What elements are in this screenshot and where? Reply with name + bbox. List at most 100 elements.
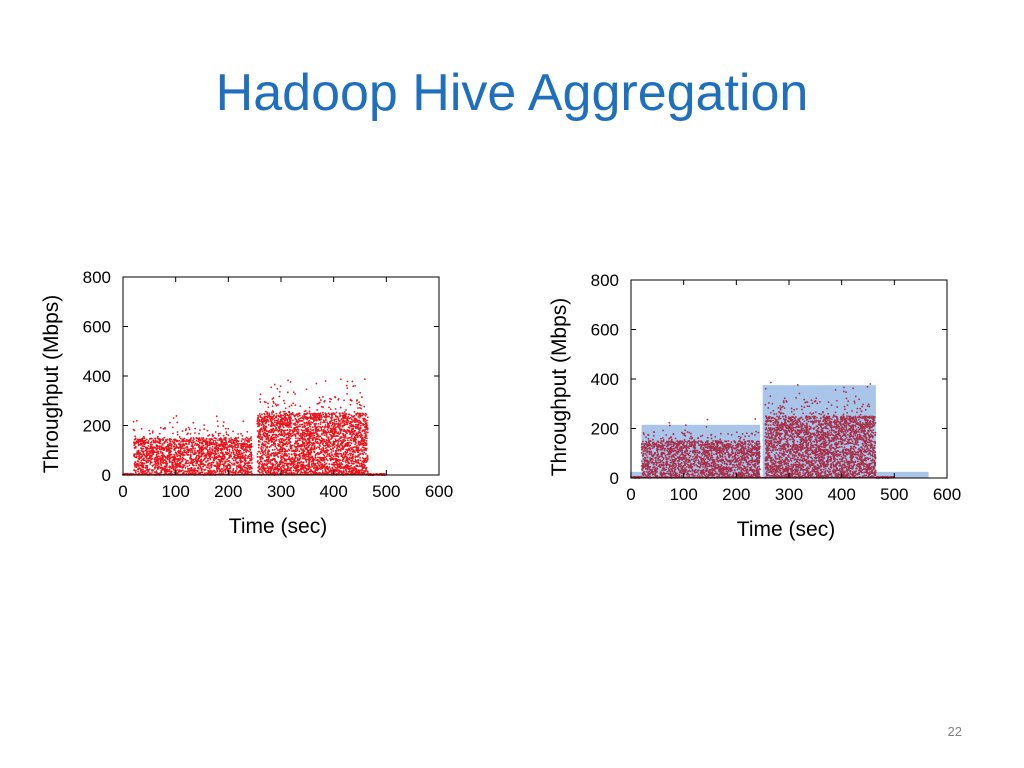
data-point bbox=[147, 459, 150, 462]
data-point bbox=[362, 429, 365, 432]
data-point bbox=[282, 426, 285, 429]
data-point bbox=[359, 424, 362, 427]
data-point bbox=[267, 462, 270, 464]
data-point bbox=[217, 452, 219, 455]
data-point bbox=[246, 443, 249, 446]
data-point bbox=[315, 428, 318, 431]
data-point bbox=[279, 445, 282, 448]
data-point bbox=[289, 432, 292, 435]
data-point bbox=[162, 457, 164, 459]
data-point bbox=[348, 417, 351, 420]
data-point bbox=[247, 445, 250, 448]
data-point bbox=[362, 412, 364, 415]
data-point bbox=[192, 421, 195, 424]
data-point bbox=[152, 449, 155, 452]
data-point bbox=[197, 467, 199, 469]
data-point bbox=[350, 471, 352, 474]
data-point bbox=[203, 458, 206, 460]
data-point bbox=[279, 441, 281, 444]
data-point bbox=[141, 437, 144, 440]
data-point bbox=[295, 432, 298, 435]
data-point bbox=[312, 448, 315, 451]
data-point bbox=[188, 467, 191, 470]
data-point bbox=[349, 403, 352, 406]
data-point bbox=[311, 458, 314, 461]
data-point bbox=[312, 431, 315, 434]
data-point bbox=[188, 469, 191, 472]
data-point bbox=[274, 439, 277, 442]
data-point bbox=[351, 437, 353, 440]
data-point bbox=[326, 471, 329, 474]
data-point bbox=[336, 468, 339, 471]
data-point bbox=[343, 420, 346, 423]
data-point bbox=[361, 452, 364, 455]
data-point bbox=[198, 455, 201, 458]
data-point bbox=[208, 467, 211, 470]
data-point bbox=[162, 448, 164, 451]
data-point bbox=[274, 442, 277, 445]
data-point bbox=[366, 431, 369, 434]
data-point bbox=[302, 452, 305, 455]
data-point bbox=[208, 456, 211, 459]
data-point bbox=[183, 464, 186, 467]
data-point bbox=[181, 439, 184, 442]
data-point bbox=[194, 447, 196, 450]
data-point bbox=[366, 455, 369, 458]
data-point bbox=[274, 416, 277, 418]
data-point bbox=[232, 459, 235, 462]
data-point bbox=[184, 458, 186, 461]
data-point bbox=[300, 449, 303, 451]
data-point bbox=[181, 451, 184, 454]
data-point bbox=[245, 436, 248, 439]
data-point bbox=[319, 399, 322, 401]
data-point bbox=[307, 422, 309, 425]
data-point bbox=[170, 447, 173, 450]
data-point bbox=[263, 450, 266, 453]
data-point bbox=[271, 459, 274, 462]
data-point bbox=[304, 439, 307, 442]
data-point bbox=[202, 465, 204, 468]
data-point bbox=[244, 454, 247, 457]
data-point bbox=[135, 440, 138, 443]
data-point bbox=[334, 461, 337, 463]
data-point bbox=[349, 444, 352, 447]
data-point bbox=[310, 434, 313, 437]
data-point bbox=[281, 456, 284, 458]
data-point bbox=[163, 468, 166, 471]
data-point bbox=[288, 414, 291, 417]
data-point bbox=[264, 432, 267, 435]
data-point bbox=[200, 469, 203, 472]
data-point bbox=[298, 434, 301, 437]
data-point bbox=[264, 410, 267, 413]
data-point bbox=[218, 459, 221, 461]
data-point bbox=[214, 465, 217, 467]
data-point bbox=[298, 414, 301, 417]
data-point bbox=[326, 454, 329, 456]
data-point bbox=[275, 434, 278, 437]
data-point bbox=[267, 430, 269, 433]
data-point bbox=[160, 457, 163, 460]
data-point bbox=[169, 444, 172, 447]
data-point bbox=[150, 441, 153, 443]
data-point bbox=[329, 400, 331, 403]
data-point bbox=[143, 453, 146, 456]
data-point bbox=[200, 450, 203, 453]
data-point bbox=[136, 438, 139, 441]
data-point bbox=[178, 459, 181, 461]
data-point bbox=[338, 446, 341, 448]
data-point bbox=[176, 457, 179, 460]
data-point bbox=[230, 471, 233, 474]
data-point bbox=[144, 459, 147, 462]
data-point bbox=[352, 385, 355, 388]
data-point bbox=[343, 399, 345, 402]
data-point bbox=[233, 444, 236, 447]
data-point bbox=[360, 433, 363, 435]
data-point bbox=[363, 465, 365, 468]
data-point bbox=[263, 413, 266, 416]
data-point bbox=[335, 422, 338, 425]
data-point bbox=[229, 465, 232, 468]
data-point bbox=[353, 420, 356, 422]
data-point bbox=[318, 416, 320, 419]
data-point bbox=[240, 432, 242, 435]
data-point bbox=[266, 442, 269, 444]
